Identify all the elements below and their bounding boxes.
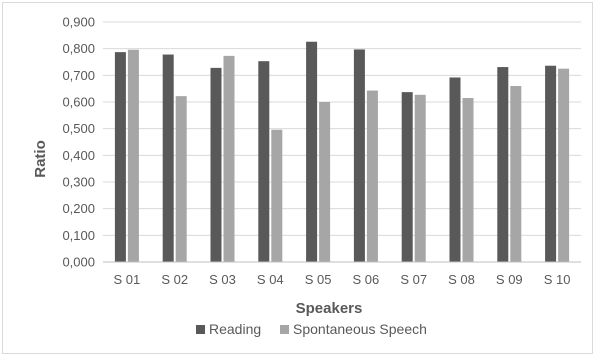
bar-reading [210, 67, 222, 262]
y-tick-label: 0,100 [62, 228, 95, 243]
x-tick-label: S 01 [114, 272, 141, 287]
x-tick-label: S 08 [448, 272, 475, 287]
bar-reading [401, 92, 413, 262]
y-tick-label: 0,300 [62, 175, 95, 190]
y-tick-label: 0,700 [62, 68, 95, 83]
y-tick-label: 0,000 [62, 255, 95, 270]
legend-label: Reading [209, 321, 261, 337]
bar-spontaneous-speech [175, 96, 187, 262]
x-tick-label: S 07 [400, 272, 427, 287]
bar-reading [449, 77, 461, 262]
x-tick-labels: S 01 S 02 S 03 S 04 S 05 S 06 S 07 S 08 S 09 S 10 [114, 272, 571, 287]
y-axis-title: Ratio [32, 140, 49, 178]
bar-reading [306, 41, 318, 262]
x-tick-label: S 09 [496, 272, 523, 287]
x-tick-label: S 05 [305, 272, 332, 287]
bar-reading [353, 49, 365, 262]
bar-reading [162, 54, 174, 263]
y-tick-label: 0,900 [62, 15, 95, 30]
y-tick-label: 0,800 [62, 41, 95, 56]
legend: Reading Spontaneous Speech [196, 321, 427, 337]
bar-spontaneous-speech [319, 102, 331, 262]
y-tick-label: 0,600 [62, 95, 95, 110]
x-tick-label: S 02 [161, 272, 188, 287]
y-tick-labels: 0,000 0,100 0,200 0,300 0,400 0,500 0,600 0,700… [62, 15, 95, 270]
bar-spontaneous-speech [414, 94, 426, 262]
bar-reading [545, 65, 557, 262]
legend-swatch [280, 325, 289, 334]
x-tick-label: S 04 [257, 272, 284, 287]
bar-spontaneous-speech [462, 98, 474, 262]
bar-spontaneous-speech [223, 55, 235, 262]
bar-chart: 0,000 0,100 0,200 0,300 0,400 0,500 0,600 0,700… [32, 15, 581, 337]
bars [114, 41, 570, 263]
gridlines [103, 21, 581, 236]
bar-spontaneous-speech [271, 129, 283, 262]
bar-reading [497, 67, 509, 262]
x-tick-label: S 10 [544, 272, 571, 287]
bar-spontaneous-speech [127, 49, 139, 262]
y-tick-label: 0,500 [62, 121, 95, 136]
bar-reading [114, 52, 126, 263]
bar-spontaneous-speech [558, 68, 570, 263]
x-tick-label: S 03 [209, 272, 236, 287]
bar-spontaneous-speech [366, 90, 378, 263]
chart-frame: 0,000 0,100 0,200 0,300 0,400 0,500 0,600 0,700… [2, 2, 593, 354]
bar-spontaneous-speech [510, 86, 522, 262]
legend-label: Spontaneous Speech [293, 321, 427, 337]
legend-swatch [196, 325, 205, 334]
y-tick-label: 0,200 [62, 201, 95, 216]
y-tick-label: 0,400 [62, 148, 95, 163]
bar-reading [258, 61, 270, 263]
x-axis-title: Speakers [296, 300, 363, 317]
x-tick-label: S 06 [353, 272, 380, 287]
